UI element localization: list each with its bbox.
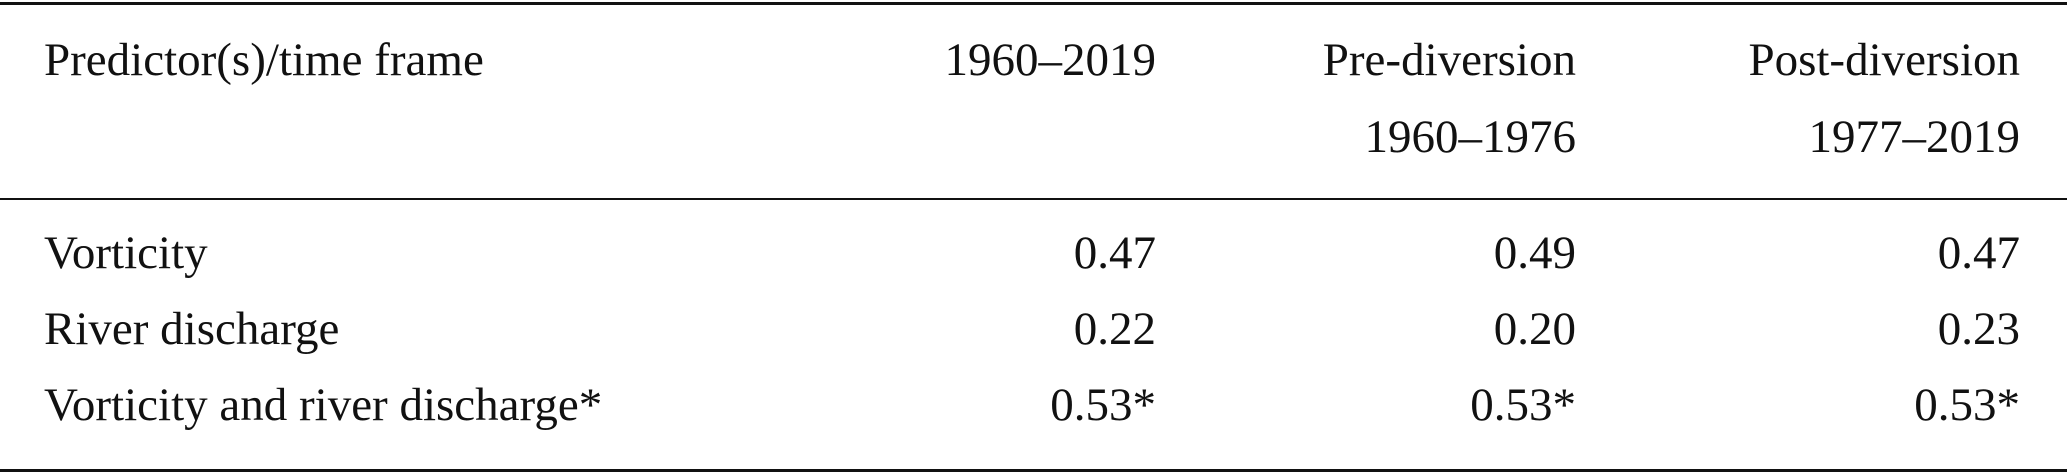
value-cell: 0.53*	[1914, 379, 2020, 431]
header-cell: 1977–2019	[1808, 111, 2021, 163]
row-label: Vorticity and river discharge*	[44, 379, 603, 431]
header-cell: Predictor(s)/time frame	[44, 34, 484, 86]
row-label: Vorticity	[44, 227, 208, 279]
row-label: River discharge	[44, 303, 340, 355]
header-cell: Post-diversion	[1748, 34, 2020, 86]
mid-rule	[0, 198, 2067, 200]
value-cell: 0.47	[1073, 227, 1156, 279]
header-cell: 1960–2019	[944, 34, 1157, 86]
header-cell: Pre-diversion	[1322, 34, 1576, 86]
value-cell: 0.47	[1937, 227, 2020, 279]
value-cell: 0.49	[1493, 227, 1576, 279]
value-cell: 0.23	[1937, 303, 2020, 355]
bottom-rule	[0, 469, 2067, 472]
top-rule	[0, 2, 2067, 5]
header-cell: 1960–1976	[1364, 111, 1577, 163]
value-cell: 0.22	[1073, 303, 1156, 355]
value-cell: 0.53*	[1050, 379, 1156, 431]
value-cell: 0.20	[1493, 303, 1576, 355]
value-cell: 0.53*	[1470, 379, 1576, 431]
